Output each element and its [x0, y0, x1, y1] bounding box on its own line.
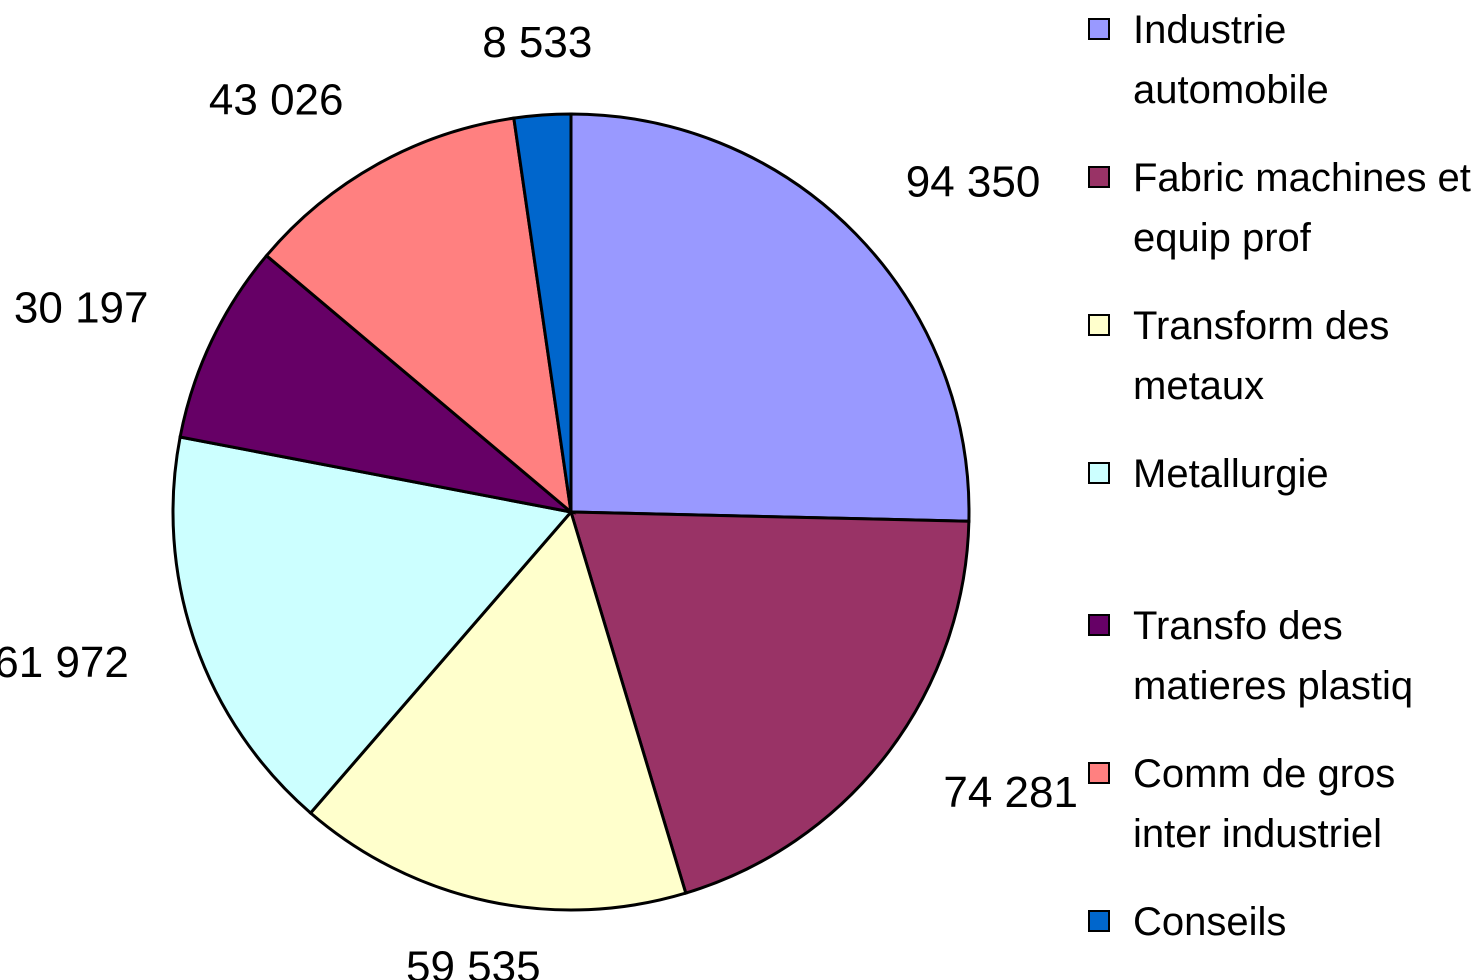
legend-entry: Comm de gros inter industriel: [1088, 744, 1473, 864]
legend-entry: Metallurgie: [1088, 444, 1473, 504]
data-label: 59 535: [406, 942, 541, 980]
legend-label: Industrie automobile: [1133, 8, 1329, 112]
pie-slice: [569, 112, 971, 523]
legend-entry: Transform des metaux: [1088, 296, 1473, 416]
legend-entry: Fabric machines et equip prof: [1088, 148, 1473, 268]
legend-label: Comm de gros inter industriel: [1133, 752, 1396, 856]
data-label: 30 197: [14, 283, 149, 332]
legend-swatch: [1088, 614, 1110, 636]
pie-slice: [568, 510, 971, 895]
legend-swatch: [1088, 166, 1110, 188]
data-label: 74 281: [943, 768, 1078, 817]
legend-label: Metallurgie: [1133, 452, 1329, 496]
legend-swatch: [1088, 18, 1110, 40]
legend-label: Conseils: [1133, 900, 1287, 944]
pie-slice: [512, 112, 573, 513]
legend-label: Transfo des matieres plastiq: [1133, 604, 1414, 708]
data-label: 61 972: [0, 638, 129, 687]
pie-slice: [178, 253, 577, 515]
legend-swatch: [1088, 910, 1110, 932]
legend-swatch: [1088, 762, 1110, 784]
data-label: 94 350: [906, 158, 1041, 207]
pie-slice: [264, 116, 574, 516]
data-label: 8 533: [482, 18, 592, 67]
legend-entry: Conseils: [1088, 892, 1473, 952]
legend-entry: Industrie automobile: [1088, 0, 1473, 120]
legend-label: Transform des metaux: [1133, 304, 1390, 408]
pie-slice: [308, 508, 688, 912]
legend-entry: Transfo des matieres plastiq: [1088, 596, 1473, 716]
legend-swatch: [1088, 314, 1110, 336]
legend-label: Fabric machines et equip prof: [1133, 156, 1471, 260]
data-label: 43 026: [209, 76, 344, 125]
pie-slice: [171, 435, 574, 816]
legend-swatch: [1088, 462, 1110, 484]
